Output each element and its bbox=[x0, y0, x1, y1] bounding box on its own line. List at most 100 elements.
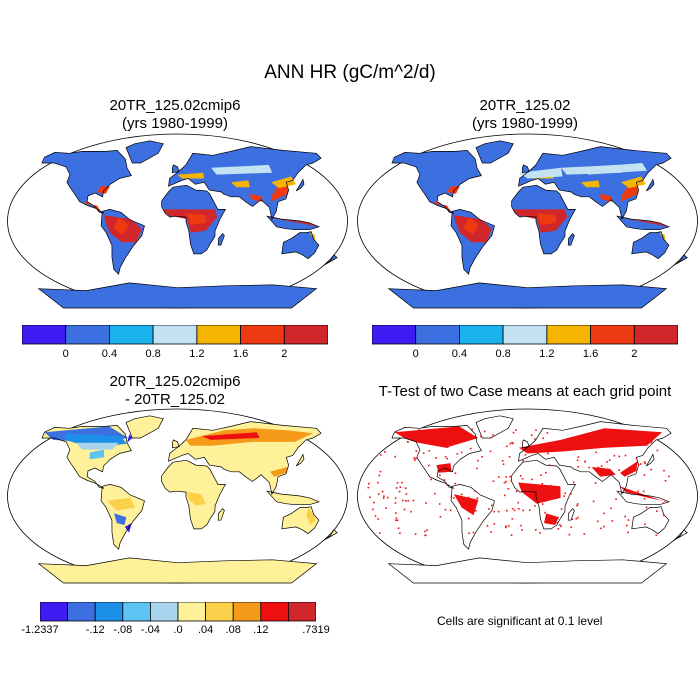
significance-dot bbox=[626, 524, 628, 527]
significance-dot bbox=[399, 486, 402, 488]
significance-dot bbox=[407, 500, 410, 502]
value-patch bbox=[309, 232, 317, 245]
significance-dot bbox=[491, 504, 493, 507]
significance-dot bbox=[441, 467, 443, 470]
coastline-japan bbox=[295, 453, 305, 467]
significance-dot bbox=[554, 491, 557, 494]
continent-uk bbox=[172, 439, 180, 448]
value-patch bbox=[434, 200, 453, 214]
panel-title-base: 20TR_125.02 (yrs 1980-1999) bbox=[355, 97, 695, 133]
value-patch bbox=[186, 213, 206, 225]
value-patch bbox=[578, 163, 647, 175]
value-patches bbox=[44, 426, 317, 533]
continent-antarctica bbox=[38, 282, 317, 308]
significance-dot bbox=[474, 490, 476, 492]
significance-dot bbox=[490, 436, 493, 439]
colorbar-tick-label: -.12 bbox=[85, 624, 105, 636]
significance-dot bbox=[637, 490, 639, 493]
colorbar-difference bbox=[40, 602, 316, 622]
colorbar-tick-label: -.04 bbox=[140, 624, 160, 636]
significance-dot bbox=[404, 487, 407, 489]
coastline-indonesia bbox=[616, 215, 671, 231]
significance-dot bbox=[379, 470, 382, 473]
colorbar-swatch bbox=[40, 602, 69, 622]
significance-dot bbox=[577, 456, 580, 458]
coastline-layer bbox=[37, 140, 338, 309]
significance-dot bbox=[454, 482, 457, 485]
significance-dot bbox=[503, 494, 506, 497]
significance-dot bbox=[553, 492, 556, 495]
value-patch bbox=[659, 232, 667, 245]
coastline-south-america bbox=[100, 484, 145, 550]
value-patch bbox=[536, 213, 556, 225]
significance-dot bbox=[467, 496, 470, 499]
colorbar-tick-label: 1.6 bbox=[232, 348, 249, 360]
significance-dot bbox=[510, 479, 513, 482]
value-patch bbox=[84, 200, 103, 214]
coastline-antarctica bbox=[387, 557, 668, 584]
significance-dot bbox=[451, 440, 454, 443]
significance-dot bbox=[570, 526, 572, 529]
significance-dot bbox=[663, 514, 665, 517]
colorbar-swatch bbox=[546, 325, 591, 345]
significance-dot bbox=[384, 451, 386, 453]
significance-dot bbox=[642, 490, 645, 493]
significance-dot bbox=[377, 518, 379, 520]
significance-dot bbox=[486, 525, 489, 527]
significance-dot bbox=[531, 478, 533, 481]
significance-dot bbox=[490, 531, 492, 533]
significance-dot bbox=[588, 466, 590, 469]
colorbar-tick-label: 2 bbox=[631, 348, 638, 360]
significance-dot bbox=[513, 509, 516, 512]
panel-title-cmip6: 20TR_125.02cmip6 (yrs 1980-1999) bbox=[5, 97, 345, 133]
significance-dot bbox=[522, 509, 524, 512]
significance-dot bbox=[522, 459, 524, 462]
significance-dot bbox=[394, 502, 397, 504]
significance-dot bbox=[468, 532, 470, 534]
significance-dot bbox=[655, 534, 658, 537]
significance-dot bbox=[592, 500, 595, 503]
significance-dot bbox=[617, 490, 619, 493]
significance-dot bbox=[591, 442, 594, 444]
significance-dot bbox=[542, 437, 544, 440]
significance-dot bbox=[439, 516, 442, 518]
colorbar-abs-left bbox=[22, 325, 328, 345]
significance-dot bbox=[381, 490, 384, 493]
significance-dot bbox=[650, 441, 653, 444]
significance-dot bbox=[413, 457, 415, 459]
coastline-madagascar bbox=[217, 508, 225, 521]
significance-dot bbox=[643, 474, 646, 476]
significance-dot bbox=[506, 509, 508, 512]
significance-dot bbox=[618, 469, 620, 471]
significance-dot bbox=[449, 509, 452, 512]
significance-dot bbox=[395, 487, 398, 489]
colorbar-swatch bbox=[260, 602, 289, 622]
significance-dot bbox=[454, 433, 457, 436]
significance-dot bbox=[539, 448, 542, 450]
colorbar-swatch bbox=[633, 325, 678, 345]
significance-dot bbox=[515, 429, 517, 431]
ttest-note: Cells are significant at 0.1 level bbox=[437, 614, 603, 628]
significance-dot bbox=[610, 428, 613, 431]
coastline-layer bbox=[387, 415, 688, 584]
significance-dot bbox=[624, 515, 626, 518]
significance-dot bbox=[377, 481, 379, 484]
significance-dot bbox=[567, 442, 570, 444]
significance-dot bbox=[444, 456, 447, 458]
significance-dot bbox=[454, 472, 457, 474]
significance-dot bbox=[507, 525, 510, 527]
continent-greenland bbox=[126, 415, 164, 438]
significance-dot bbox=[510, 534, 513, 536]
value-patch bbox=[89, 449, 105, 460]
coastline-north-america bbox=[41, 150, 132, 214]
colorbar-swatch bbox=[590, 325, 635, 345]
colorbar-swatch bbox=[502, 325, 548, 345]
value-patch bbox=[620, 184, 638, 202]
colorbar-abs-right-labels: 0 0.4 0.8 1.2 1.6 2 bbox=[372, 348, 678, 364]
significance-dot bbox=[541, 482, 544, 485]
coastline-antarctica bbox=[37, 282, 318, 309]
colorbar-swatch bbox=[152, 325, 198, 345]
significance-dot bbox=[378, 474, 381, 477]
significance-dot bbox=[465, 501, 467, 503]
significance-dot bbox=[476, 467, 478, 470]
